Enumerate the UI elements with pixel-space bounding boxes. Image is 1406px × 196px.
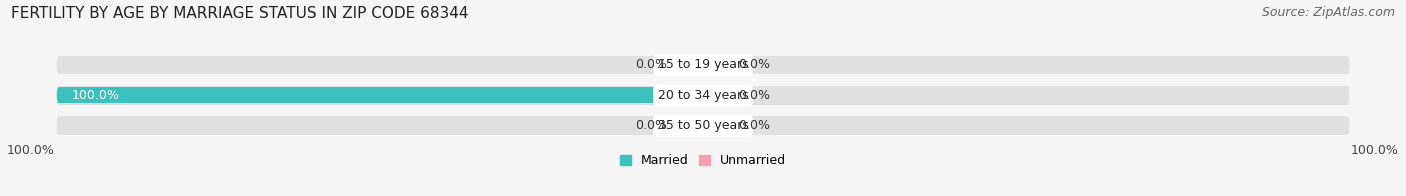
Circle shape: [727, 87, 731, 103]
Circle shape: [56, 86, 60, 105]
Text: 0.0%: 0.0%: [636, 58, 668, 72]
Circle shape: [702, 118, 704, 134]
Text: 0.0%: 0.0%: [738, 58, 770, 72]
Circle shape: [727, 118, 731, 134]
Circle shape: [675, 118, 679, 134]
Circle shape: [1346, 86, 1350, 105]
Text: 100.0%: 100.0%: [1351, 144, 1399, 157]
Text: 0.0%: 0.0%: [738, 89, 770, 102]
Bar: [59, 86, 728, 105]
Circle shape: [1346, 116, 1350, 135]
Circle shape: [675, 57, 679, 73]
Bar: [59, 116, 1347, 135]
Text: 15 to 19 years: 15 to 19 years: [658, 58, 748, 72]
Circle shape: [56, 87, 60, 103]
Circle shape: [727, 57, 731, 73]
Bar: [678, 116, 1347, 135]
Text: 35 to 50 years: 35 to 50 years: [658, 119, 748, 132]
Bar: [678, 118, 703, 134]
Bar: [703, 87, 728, 103]
Bar: [678, 57, 703, 73]
Bar: [678, 56, 1347, 74]
Text: FERTILITY BY AGE BY MARRIAGE STATUS IN ZIP CODE 68344: FERTILITY BY AGE BY MARRIAGE STATUS IN Z…: [11, 6, 468, 21]
Circle shape: [702, 57, 704, 73]
Text: 100.0%: 100.0%: [72, 89, 120, 102]
Circle shape: [702, 87, 704, 103]
Bar: [59, 56, 728, 74]
Circle shape: [56, 116, 60, 135]
Circle shape: [702, 57, 704, 73]
Legend: Married, Unmarried: Married, Unmarried: [620, 154, 786, 167]
Text: 0.0%: 0.0%: [636, 119, 668, 132]
Text: 0.0%: 0.0%: [738, 119, 770, 132]
Bar: [703, 57, 728, 73]
Bar: [59, 86, 1347, 105]
Text: 20 to 34 years: 20 to 34 years: [658, 89, 748, 102]
Text: 100.0%: 100.0%: [7, 144, 55, 157]
Bar: [59, 87, 703, 103]
Bar: [59, 116, 728, 135]
Circle shape: [1346, 56, 1350, 74]
Bar: [678, 86, 1347, 105]
Bar: [703, 118, 728, 134]
Circle shape: [56, 56, 60, 74]
Text: Source: ZipAtlas.com: Source: ZipAtlas.com: [1261, 6, 1395, 19]
Bar: [59, 56, 1347, 74]
Circle shape: [702, 118, 704, 134]
Circle shape: [702, 87, 704, 103]
